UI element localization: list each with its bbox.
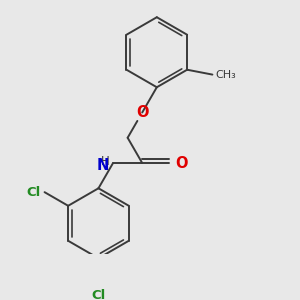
Text: O: O [175, 155, 188, 170]
Text: N: N [97, 158, 109, 173]
Text: CH₃: CH₃ [215, 70, 236, 80]
Text: Cl: Cl [91, 290, 106, 300]
Text: O: O [136, 105, 148, 120]
Text: H: H [100, 154, 109, 168]
Text: Cl: Cl [26, 186, 41, 199]
